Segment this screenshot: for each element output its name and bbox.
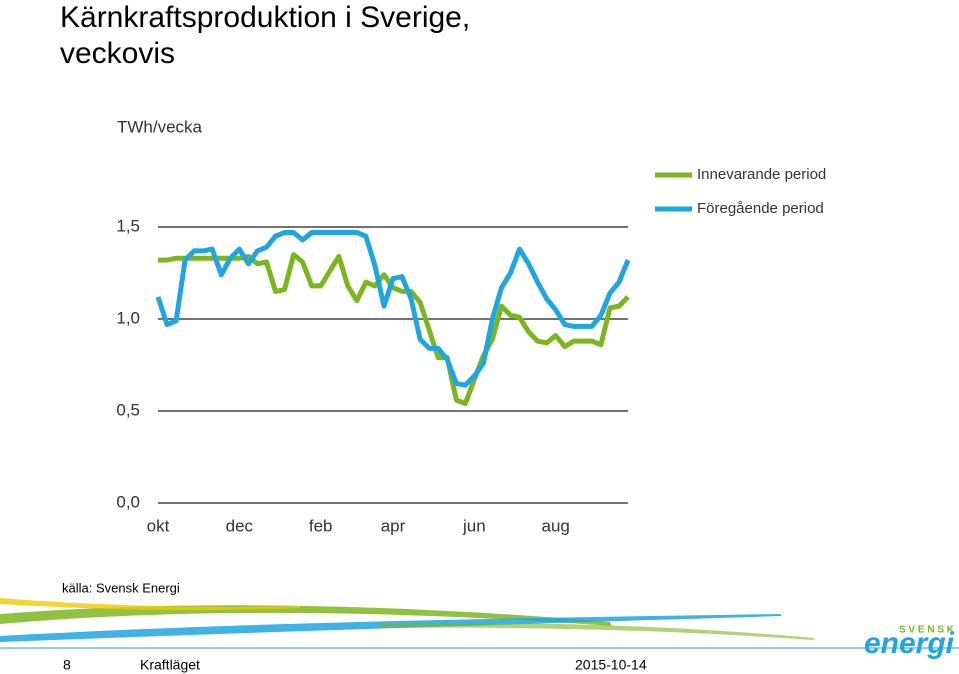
decor-swoosh	[380, 622, 815, 640]
decor-swoosh	[0, 605, 612, 626]
series-line	[155, 230, 631, 388]
x-tick-label: feb	[309, 516, 333, 535]
x-tick-label: aug	[542, 516, 570, 535]
legend-label: Föregående period	[697, 200, 824, 217]
y-tick-label: 1,5	[116, 216, 140, 235]
y-tick-label: 0,0	[116, 492, 140, 511]
y-axis-label: TWh/vecka	[117, 117, 203, 136]
decor-swoosh	[0, 598, 300, 611]
chart-title: Kärnkraftsproduktion i Sverige, veckovis	[60, 1, 471, 70]
page-number: 8	[63, 657, 71, 673]
source: källa: Svensk Energi	[62, 580, 180, 595]
logo-bottom: energi	[864, 627, 955, 660]
x-tick-label: dec	[226, 516, 254, 535]
section-name: Kraftläget	[140, 657, 200, 673]
series-line	[158, 252, 630, 407]
x-tick-label: jun	[462, 516, 486, 535]
legend-label: Innevarande period	[697, 166, 826, 183]
date: 2015-10-14	[575, 657, 647, 673]
decor-swoosh	[0, 614, 782, 642]
x-tick-label: apr	[381, 516, 406, 535]
x-tick-label: okt	[147, 516, 170, 535]
logo-top: S V E N S K	[899, 625, 955, 636]
y-tick-label: 0,5	[116, 400, 140, 419]
y-tick-label: 1,0	[116, 308, 140, 327]
